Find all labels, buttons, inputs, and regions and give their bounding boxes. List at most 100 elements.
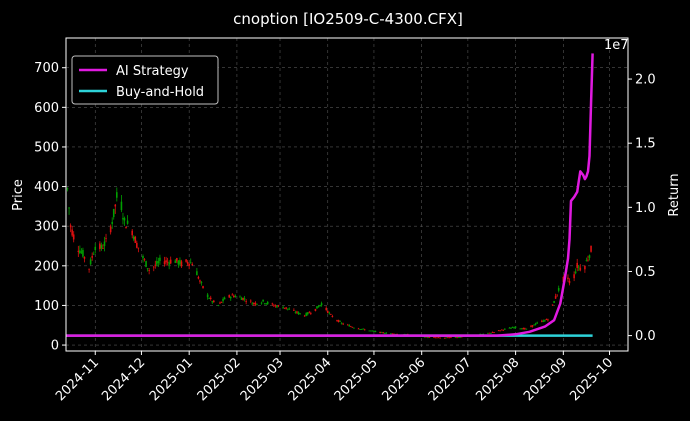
candle-body-up: [146, 268, 149, 270]
candle-body-up: [525, 328, 528, 330]
candle-body-down: [497, 330, 500, 332]
candle-body-up: [353, 327, 355, 329]
candle-body-up: [504, 328, 506, 330]
candle-body-up: [362, 328, 364, 330]
candle-body-down: [99, 243, 101, 250]
candle-body-up: [177, 261, 180, 265]
candle-body-down: [91, 256, 93, 258]
candle-body-down: [351, 326, 354, 328]
candle-body-up: [317, 306, 320, 308]
candle-body-down: [562, 276, 565, 283]
candle-body-up: [508, 327, 511, 329]
candle-body-down: [271, 303, 274, 305]
candle-body-up: [536, 322, 538, 324]
candle-body-down: [105, 238, 107, 239]
candle-body-down: [556, 294, 558, 296]
candle-body-down: [522, 328, 525, 330]
candle-body-down: [137, 247, 140, 249]
candle-body-up: [68, 207, 70, 209]
candle-body-up: [286, 308, 289, 310]
candle-body-up: [510, 328, 512, 329]
candle-body-up: [116, 192, 118, 198]
candle-body-up: [373, 331, 375, 332]
plot-frame: [65, 37, 629, 352]
candle-body-down: [346, 324, 349, 326]
candle-body-down: [567, 277, 569, 280]
candle-body-up: [211, 301, 214, 303]
candle-body-down: [143, 259, 146, 261]
candle-body-down: [433, 337, 435, 338]
candle-body-down: [551, 304, 554, 306]
right-tick-label: 0.0: [635, 329, 656, 344]
candle-body-down: [186, 261, 189, 264]
candle-body-up: [66, 188, 69, 190]
candle-body-up: [544, 320, 546, 322]
candle-body-down: [169, 259, 172, 264]
right-tick-label: 0.5: [635, 265, 656, 280]
candle-body-up: [553, 301, 555, 303]
candle-body-up: [222, 298, 224, 302]
candle-body-down: [209, 297, 212, 300]
candle-body-down: [245, 301, 247, 302]
candle-body-up: [145, 261, 147, 267]
candle-body-up: [513, 327, 515, 329]
candle-body-up: [445, 337, 448, 339]
candle-body-up: [126, 220, 129, 224]
candle-body-up: [240, 297, 243, 300]
candle-body-up: [80, 251, 83, 253]
candle-body-down: [125, 226, 127, 229]
candle-body-down: [447, 337, 449, 339]
candle-body-up: [189, 262, 192, 264]
candle-body-down: [456, 337, 458, 339]
candle-body-up: [585, 260, 588, 262]
candle-body-up: [514, 326, 517, 328]
right-axis-ticks: 0.0 0.5 1.0 1.5 2.0: [628, 73, 656, 344]
candle-body-up: [534, 323, 537, 325]
candle-body-up: [263, 303, 266, 305]
candle-body-up: [380, 331, 383, 333]
right-axis-offset-text: 1e7: [604, 38, 629, 53]
candle-body-down: [148, 270, 150, 271]
candle-body-up: [370, 330, 372, 332]
left-tick-label: 200: [34, 259, 59, 274]
candle-body-down: [228, 295, 231, 298]
candle-body-down: [493, 332, 495, 333]
candle-body-up: [520, 328, 523, 330]
candle-body-up: [206, 294, 209, 298]
candle-body-down: [199, 280, 201, 282]
candle-body-down: [165, 260, 167, 263]
candle-body-down: [213, 300, 215, 303]
candle-body-up: [92, 253, 95, 255]
candle-body-down: [382, 332, 384, 334]
candle-body-up: [208, 298, 210, 299]
candle-body-up: [142, 256, 144, 259]
candle-body-up: [223, 297, 226, 300]
candle-body-down: [448, 337, 451, 339]
candle-body-down: [391, 333, 394, 335]
candle-body-up: [519, 328, 522, 330]
candle-body-up: [490, 333, 492, 334]
candle-body-down: [436, 337, 438, 339]
candle-body-up: [103, 241, 106, 247]
ai-strategy-line: [66, 53, 594, 337]
candle-body-up: [89, 259, 92, 265]
candle-body-down: [547, 319, 549, 321]
candle-body-up: [288, 308, 291, 310]
candle-body-down: [72, 234, 75, 240]
right-tick-label: 2.0: [635, 73, 656, 88]
candle-body-up: [316, 306, 318, 309]
candle-body-up: [385, 332, 388, 334]
candle-body-down: [134, 236, 137, 244]
legend: AI Strategy Buy-and-Hold: [71, 55, 219, 105]
left-tick-label: 500: [34, 140, 59, 155]
left-axis-label: Price: [11, 179, 26, 211]
candle-body-down: [202, 286, 204, 289]
candle-body-down: [277, 305, 280, 307]
candle-body-down: [220, 301, 223, 303]
candle-body-down: [579, 267, 582, 271]
candle-body-up: [427, 337, 429, 339]
candle-body-down: [499, 330, 502, 332]
candle-body-up: [174, 260, 177, 263]
candle-body-down: [231, 294, 234, 296]
candle-body-down: [308, 312, 311, 314]
